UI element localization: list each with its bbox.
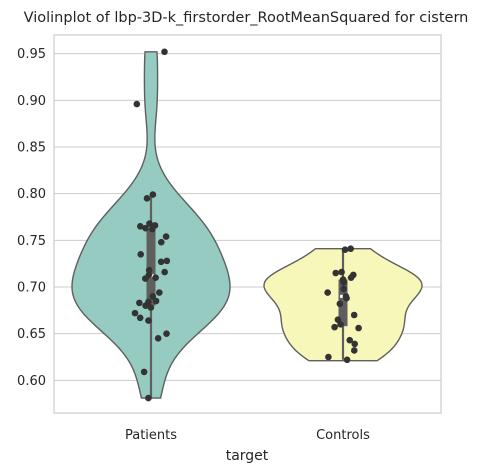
y-tick-label: 0.65: [17, 327, 46, 342]
data-point: [325, 353, 332, 361]
data-point: [154, 335, 162, 342]
data-point: [351, 340, 359, 348]
data-point: [346, 336, 354, 344]
data-point: [163, 257, 171, 265]
data-point: [161, 268, 168, 276]
data-point: [347, 274, 355, 281]
data-point: [337, 321, 344, 328]
data-point: [324, 289, 331, 296]
data-point: [142, 302, 149, 309]
strip-points: [131, 48, 362, 402]
data-point: [338, 268, 345, 276]
iqr-box-patients: [146, 229, 156, 306]
data-point: [340, 279, 348, 286]
data-point: [137, 251, 145, 258]
data-point: [157, 238, 165, 246]
data-point: [145, 317, 152, 324]
y-tick-label: 0.70: [17, 281, 46, 296]
data-point: [131, 309, 139, 317]
y-tick-label: 0.95: [17, 47, 46, 62]
data-point: [152, 274, 159, 281]
data-point: [145, 266, 153, 274]
data-point: [336, 300, 344, 308]
data-point: [340, 285, 348, 293]
x-tick-labels: Patients Controls: [125, 428, 370, 443]
y-tick-label: 0.90: [17, 94, 46, 109]
data-point: [149, 293, 157, 300]
data-point: [145, 394, 152, 402]
data-point: [143, 195, 151, 202]
data-point: [156, 289, 163, 296]
plot-frame: [53, 34, 442, 414]
data-point: [152, 297, 160, 305]
y-tick-labels: 0.60 0.65 0.70 0.75 0.80 0.85 0.90 0.95: [17, 47, 46, 389]
data-point: [163, 330, 170, 337]
data-point: [157, 258, 165, 266]
data-point: [343, 356, 351, 364]
data-point: [332, 269, 340, 277]
data-point: [147, 304, 155, 311]
y-tick-label: 0.85: [17, 141, 46, 156]
data-point: [133, 100, 141, 108]
data-point: [142, 275, 149, 282]
data-point: [137, 223, 144, 230]
data-point: [142, 224, 149, 232]
data-point: [136, 299, 143, 307]
data-point: [148, 225, 156, 233]
x-axis-label: target: [226, 448, 269, 464]
data-point: [355, 324, 362, 332]
data-point: [331, 323, 338, 331]
data-point: [343, 294, 350, 302]
data-point: [347, 245, 354, 253]
y-tick-label: 0.75: [17, 234, 46, 249]
x-tick-label: Patients: [125, 428, 177, 443]
y-tick-label: 0.80: [17, 187, 46, 202]
data-point: [341, 246, 349, 253]
violins: [71, 51, 423, 399]
data-point: [350, 347, 358, 354]
data-point: [350, 311, 358, 319]
data-point: [149, 191, 157, 198]
data-point: [140, 368, 148, 376]
data-point: [161, 48, 168, 56]
data-point: [146, 220, 153, 227]
x-tick-label: Controls: [316, 428, 370, 443]
chart-title: Violinplot of lbp-3D-k_firstorder_RootMe…: [24, 10, 469, 26]
data-point: [162, 233, 170, 240]
data-point: [136, 314, 144, 322]
y-tick-label: 0.60: [17, 374, 46, 389]
